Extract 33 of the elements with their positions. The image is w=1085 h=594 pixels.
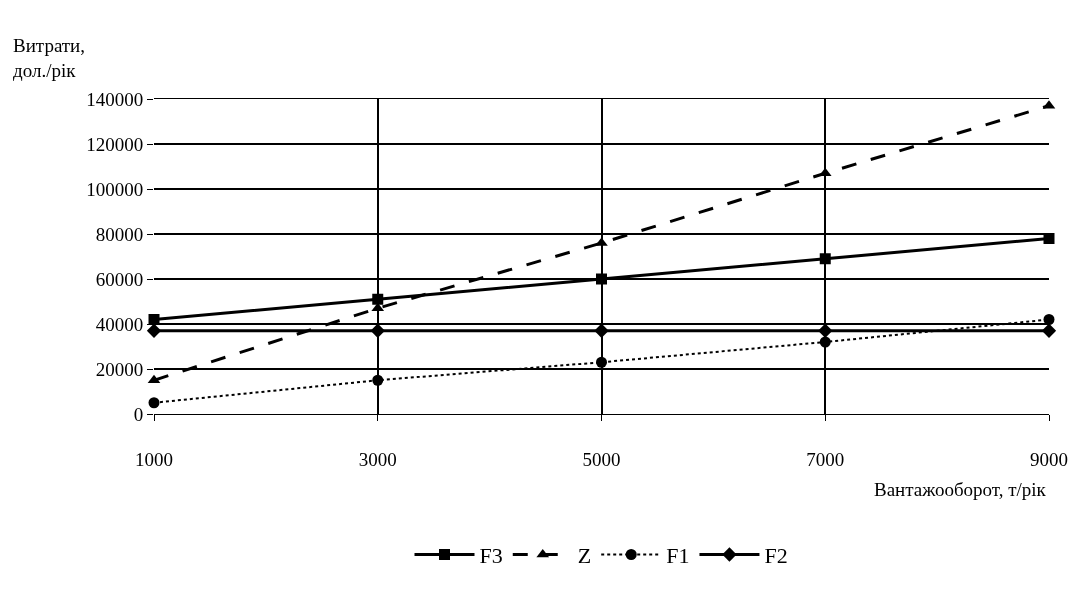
- y-tick-label: 20000: [95, 358, 144, 380]
- point: [1043, 314, 1055, 325]
- legend-label: Z: [577, 543, 592, 569]
- point: [819, 253, 831, 265]
- y-tick-label: 120000: [86, 133, 144, 155]
- y-tick-label: 0: [133, 403, 144, 425]
- point: [1041, 323, 1057, 338]
- point: [596, 356, 607, 368]
- point: [146, 323, 162, 338]
- y-tick-label: 60000: [95, 268, 144, 290]
- point: [819, 336, 831, 348]
- point: [1043, 233, 1055, 244]
- x-tick-label: 1000: [135, 448, 173, 470]
- x-tick-label: 3000: [358, 448, 397, 470]
- point: [370, 323, 385, 338]
- x-tick-label: 7000: [806, 448, 845, 470]
- x-tick-label: 5000: [582, 448, 621, 470]
- y-tick-label: 40000: [95, 313, 144, 335]
- point: [148, 397, 160, 409]
- legend-label: F2: [764, 543, 788, 569]
- y-tick-label: 80000: [95, 223, 144, 245]
- legend-label: F1: [666, 543, 690, 569]
- legend-label: F3: [479, 543, 503, 569]
- point: [372, 374, 384, 386]
- x-axis-title: Вантажооборот, т/рік: [874, 479, 1047, 500]
- y-axis-title: Витрати, дол./рік: [13, 35, 86, 81]
- x-tick-label: 9000: [1030, 448, 1068, 470]
- point: [372, 293, 384, 305]
- point: [596, 273, 607, 285]
- y-tick-label: 100000: [86, 178, 144, 200]
- point: [594, 323, 609, 338]
- point: [818, 323, 833, 338]
- y-tick-label: 140000: [86, 88, 144, 110]
